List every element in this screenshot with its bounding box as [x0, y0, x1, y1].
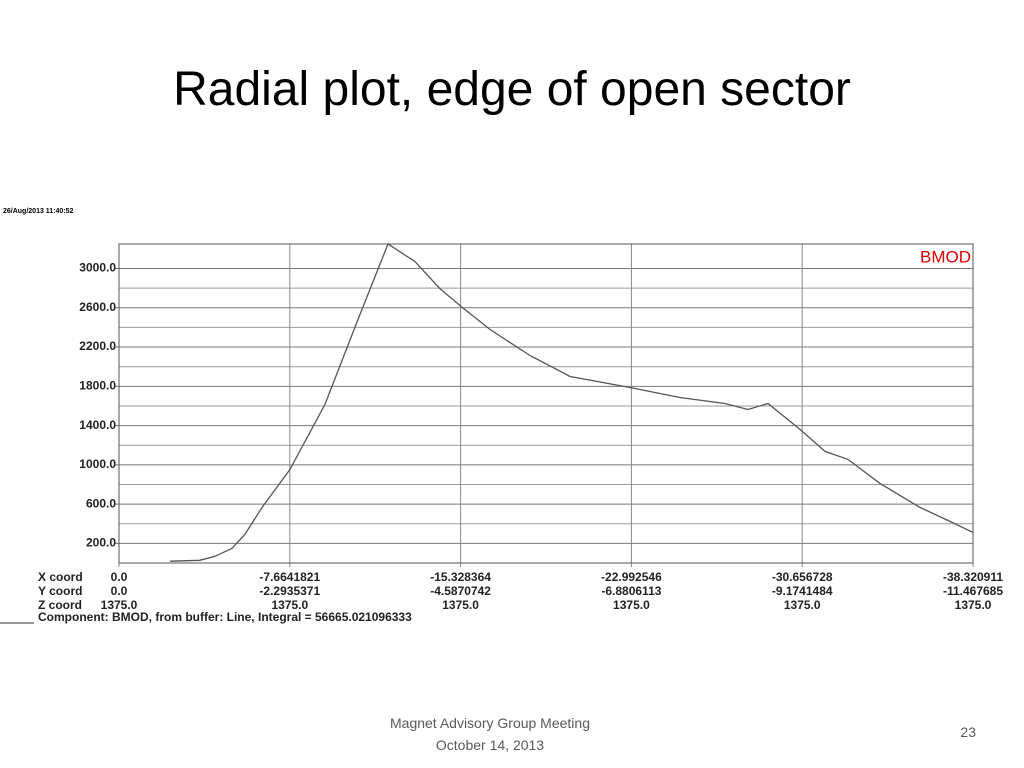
x-row-label: 1375.0: [784, 598, 821, 612]
legend-entry: BMOD: [920, 247, 971, 266]
slide-title: Radial plot, edge of open sector: [173, 63, 851, 116]
chart: 26/Aug/2013 11:40:52 Component: BMOD, fr…: [0, 208, 1003, 624]
y-tick-label: 2200.0: [79, 339, 116, 353]
y-tick-label: 2600.0: [79, 300, 116, 314]
page-number: 23: [960, 724, 976, 740]
x-row-name: Y coord: [38, 584, 82, 598]
y-tick-label: 3000.0: [79, 261, 116, 275]
timestamp: 26/Aug/2013 11:40:52: [3, 208, 74, 215]
y-tick-label: 200.0: [86, 536, 116, 550]
x-row-name: Z coord: [38, 598, 82, 612]
data-line: [169, 243, 974, 562]
y-tick-label: 600.0: [86, 496, 116, 510]
x-row-label: 0.0: [111, 584, 128, 598]
x-row-label: 1375.0: [442, 598, 479, 612]
x-row-label: -2.2935371: [259, 584, 320, 598]
y-tick-label: 1000.0: [79, 457, 116, 471]
x-tick-label: -15.328364: [430, 570, 491, 584]
x-row-label: -4.5870742: [430, 584, 491, 598]
slide-footer: Magnet Advisory Group Meeting October 14…: [340, 712, 640, 756]
x-row-label: -11.467685: [943, 584, 1003, 598]
x-row-label: 1375.0: [271, 598, 308, 612]
x-row-name: X coord: [38, 570, 83, 584]
x-tick-label: -22.992546: [601, 570, 662, 584]
x-tick-label: -7.6641821: [259, 570, 320, 584]
component-note: Component: BMOD, from buffer: Line, Inte…: [38, 610, 412, 624]
footer-line: October 14, 2013: [435, 737, 545, 753]
y-tick-label: 1400.0: [79, 418, 116, 432]
x-row-label: -6.8806113: [601, 584, 661, 598]
x-row-label: 1375.0: [955, 598, 992, 612]
y-tick-label: 1800.0: [79, 378, 116, 392]
x-row-label: -9.1741484: [772, 584, 833, 598]
x-row-label: 1375.0: [101, 598, 138, 612]
x-tick-label: -30.656728: [772, 570, 833, 584]
x-tick-label: 0.0: [111, 570, 128, 584]
footer-line: Magnet Advisory Group Meeting: [390, 715, 590, 731]
x-tick-label: -38.320911: [943, 570, 1003, 584]
x-row-label: 1375.0: [613, 598, 650, 612]
plot-frame: [118, 243, 974, 564]
